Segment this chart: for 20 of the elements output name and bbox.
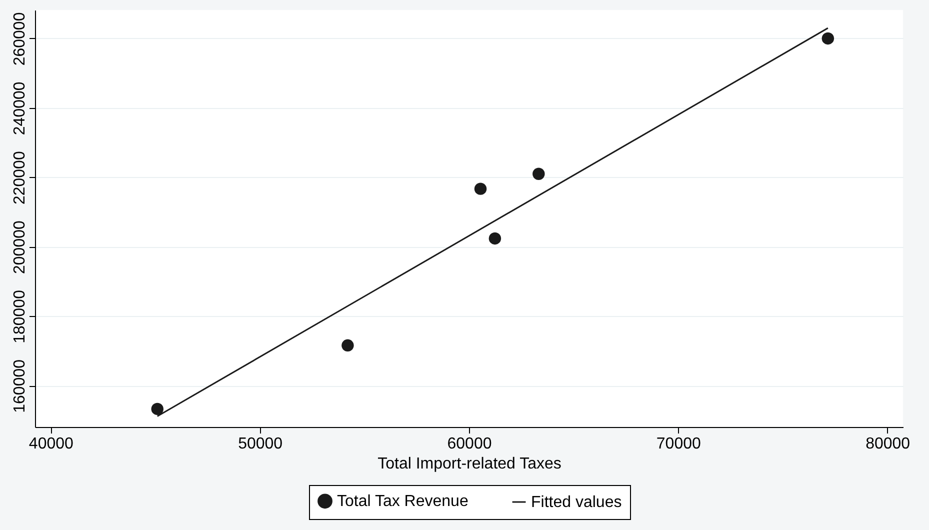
x-tick-label: 70000 — [656, 436, 701, 452]
x-tick-label: 50000 — [238, 436, 283, 452]
legend-label: Fitted values — [531, 494, 622, 511]
legend-label: Total Tax Revenue — [337, 493, 468, 510]
point — [342, 339, 354, 352]
x-tick-label: 80000 — [866, 436, 910, 452]
y-tick-label: 220000 — [12, 151, 28, 205]
x-axis-title: Total Import-related Taxes — [378, 456, 562, 472]
y-tick-label: 260000 — [12, 12, 28, 66]
point — [822, 32, 834, 45]
x-tick-label: 60000 — [447, 436, 492, 452]
y-tick-label: 180000 — [12, 290, 28, 344]
y-tick-label: 200000 — [12, 220, 28, 274]
y-tick-label: 160000 — [12, 359, 28, 413]
point — [532, 168, 545, 180]
point — [474, 182, 487, 195]
y-tick-label: 240000 — [12, 82, 28, 136]
point — [151, 402, 164, 416]
point — [488, 232, 502, 245]
x-tick-label: 40000 — [28, 436, 74, 452]
